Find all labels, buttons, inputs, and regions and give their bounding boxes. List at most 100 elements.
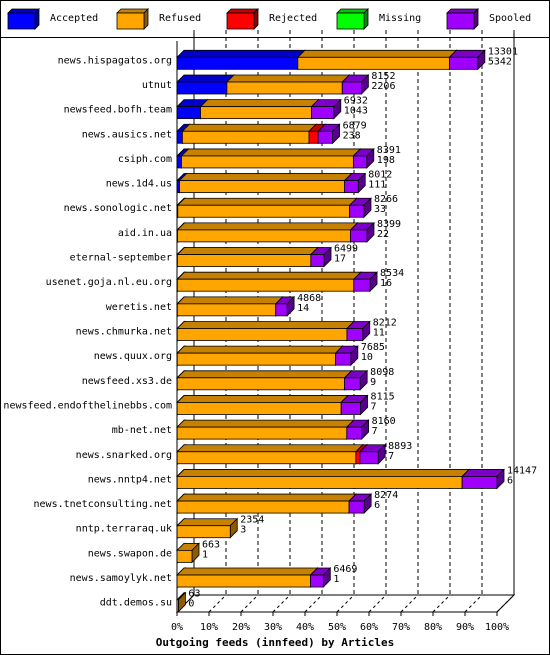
category-label: nntp.terraraq.uk bbox=[76, 524, 172, 535]
legend-label: Spooled bbox=[489, 13, 532, 24]
bar-segment-refused bbox=[176, 493, 358, 515]
legend-swatch-accepted bbox=[7, 8, 40, 30]
bar-segment-accepted bbox=[176, 49, 306, 71]
legend-swatch-spooled bbox=[446, 8, 479, 30]
legend-swatch-box bbox=[116, 8, 149, 30]
total-value-label: 8534 bbox=[380, 268, 404, 279]
accepted-value-label: 9 bbox=[370, 377, 376, 388]
total-value-label: 8115 bbox=[371, 391, 395, 402]
bar-segment-refused bbox=[176, 369, 353, 391]
bar-segment-refused bbox=[176, 295, 284, 317]
total-value-label: 63 bbox=[188, 589, 200, 600]
legend-swatch-rejected bbox=[226, 8, 259, 30]
legend-swatch-missing bbox=[336, 8, 369, 30]
accepted-value-label: 7 bbox=[388, 451, 394, 462]
bar-segment-spooled bbox=[274, 295, 296, 317]
floor-tick-line bbox=[240, 594, 259, 613]
x-tick-label: 30% bbox=[264, 622, 282, 633]
bar-segment-refused bbox=[296, 49, 458, 71]
category-label: news.hispagatos.org bbox=[58, 55, 172, 66]
accepted-value-label: 2206 bbox=[371, 81, 395, 92]
bar-segment-spooled bbox=[341, 74, 370, 95]
category-label: csiph.com bbox=[118, 154, 172, 165]
accepted-value-label: 7 bbox=[372, 426, 378, 437]
bar-segment-refused bbox=[176, 542, 200, 564]
bar-segment-refused bbox=[176, 591, 187, 613]
category-label: news.samoylyk.net bbox=[70, 573, 172, 584]
bar-segment-refused bbox=[180, 147, 362, 169]
x-tick-label: 90% bbox=[456, 622, 474, 633]
floor-tick-line bbox=[304, 594, 323, 613]
bar-segment-spooled bbox=[358, 443, 387, 465]
legend-swatch-box bbox=[7, 8, 40, 30]
total-value-label: 8012 bbox=[368, 170, 392, 181]
x-tick-label: 100% bbox=[485, 622, 509, 633]
bar-segment-refused bbox=[199, 98, 320, 120]
bar-segment-refused bbox=[176, 517, 239, 539]
bar-segment-spooled bbox=[309, 567, 332, 588]
bar-segment-refused bbox=[178, 172, 353, 194]
floor-tick-line bbox=[336, 594, 355, 613]
total-value-label: 13301 bbox=[488, 46, 518, 57]
bar-row-ddt.demos.su: ddt.demos.su 630 bbox=[100, 589, 200, 613]
bar-segment-spooled bbox=[310, 98, 342, 120]
category-label: news.ausics.net bbox=[82, 129, 172, 140]
bar-segment-refused bbox=[176, 394, 350, 416]
total-value-label: 8266 bbox=[374, 194, 398, 205]
accepted-value-label: 33 bbox=[374, 204, 386, 215]
x-tick-label: 70% bbox=[392, 622, 410, 633]
accepted-value-label: 22 bbox=[377, 229, 389, 240]
legend-swatch-refused bbox=[116, 8, 149, 30]
bar-segment-spooled bbox=[348, 197, 372, 219]
total-value-label: 6469 bbox=[333, 564, 357, 575]
floor-tick-line bbox=[432, 594, 451, 613]
accepted-value-label: 14 bbox=[297, 303, 309, 314]
category-label: mb-net.net bbox=[112, 425, 172, 436]
floor-tick-line bbox=[464, 594, 483, 613]
bar-segment-refused bbox=[176, 320, 355, 342]
x-tick-label: 80% bbox=[424, 622, 442, 633]
bar-segment-refused bbox=[176, 443, 364, 465]
floor-tick-line bbox=[208, 594, 227, 613]
bar-segment-spooled bbox=[317, 123, 341, 145]
x-tick-label: 40% bbox=[296, 622, 314, 633]
total-value-label: 14147 bbox=[507, 465, 537, 476]
accepted-value-label: 1043 bbox=[344, 106, 368, 117]
accepted-value-label: 238 bbox=[343, 130, 361, 141]
legend-label: Rejected bbox=[269, 13, 318, 24]
category-label: news.swapon.de bbox=[88, 548, 172, 559]
x-tick-label: 10% bbox=[200, 622, 218, 633]
bar-segment-spooled bbox=[345, 320, 371, 342]
total-value-label: 6499 bbox=[334, 244, 358, 255]
bar-segment-spooled bbox=[349, 221, 375, 243]
accepted-value-label: 7 bbox=[371, 401, 377, 412]
legend-swatch-box bbox=[336, 8, 369, 30]
total-value-label: 6932 bbox=[344, 96, 368, 107]
accepted-value-label: 6 bbox=[507, 475, 513, 486]
accepted-value-label: 17 bbox=[334, 254, 346, 265]
accepted-value-label: 1 bbox=[333, 574, 339, 585]
category-label: utnut bbox=[142, 80, 172, 91]
accepted-value-label: 5342 bbox=[488, 56, 512, 67]
bar-segment-refused bbox=[176, 468, 471, 490]
bar-segment-spooled bbox=[348, 493, 373, 515]
bar-segment-spooled bbox=[343, 172, 367, 194]
total-value-label: 6879 bbox=[343, 120, 367, 131]
bar-segment-refused bbox=[176, 567, 319, 588]
total-value-label: 663 bbox=[202, 539, 220, 550]
legend-label: Refused bbox=[159, 13, 202, 24]
total-value-label: 8212 bbox=[373, 318, 397, 329]
